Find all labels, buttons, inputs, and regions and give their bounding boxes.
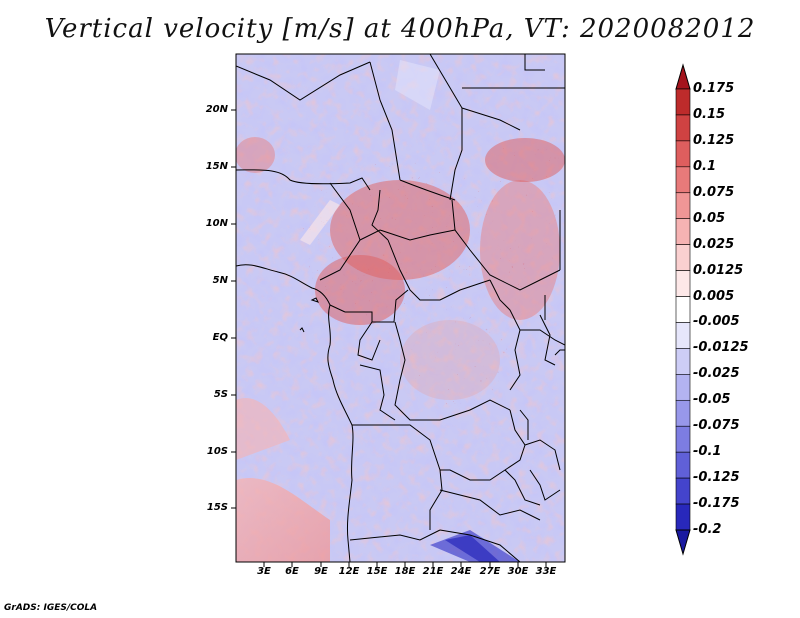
colorbar: [675, 63, 691, 556]
x-label: 3E: [257, 566, 271, 577]
colorbar-label: -0.1: [693, 444, 722, 460]
colorbar-label: 0.005: [693, 288, 735, 304]
colorbar-segment: [675, 192, 691, 220]
colorbar-label: 0.175: [693, 81, 735, 96]
colorbar-label: -0.025: [693, 366, 740, 382]
credit-text: GrADS: IGES/COLA: [4, 603, 98, 613]
colorbar-segment: [675, 140, 691, 168]
y-label: 10N: [205, 218, 228, 229]
y-label: 10S: [206, 446, 228, 457]
vertical-velocity-field: [236, 54, 565, 562]
colorbar-segment: [675, 451, 691, 479]
colorbar-segment: [675, 374, 691, 401]
colorbar-label: -0.2: [693, 522, 722, 537]
colorbar-segment: [675, 425, 691, 453]
colorbar-label: -0.05: [693, 392, 731, 408]
colorbar-label: -0.005: [693, 314, 740, 330]
map-title: Vertical velocity [m/s] at 400hPa, VT: 2…: [44, 14, 756, 44]
colorbar-label: 0.0125: [693, 262, 744, 278]
colorbar-segment: [675, 322, 691, 349]
y-axis-ticks: [231, 109, 236, 509]
x-label: 18E: [394, 566, 416, 577]
country-borders: [236, 54, 565, 562]
x-label: 33E: [535, 566, 557, 577]
x-label: 15E: [366, 566, 388, 577]
x-label: 24E: [450, 566, 472, 577]
colorbar-segment: [675, 270, 691, 297]
colorbar-label: 0.1: [693, 158, 717, 174]
y-label: 5S: [213, 389, 228, 400]
colorbar-min-arrow: [675, 529, 691, 556]
colorbar-max-arrow: [675, 63, 691, 90]
x-label: 27E: [479, 566, 501, 577]
colorbar-label: -0.075: [693, 418, 740, 434]
colorbar-segment: [675, 296, 691, 323]
colorbar-segment: [675, 114, 691, 142]
x-label: 9E: [314, 566, 328, 577]
y-label: EQ: [212, 332, 228, 343]
colorbar-label: 0.05: [693, 210, 726, 226]
colorbar-label: -0.175: [693, 496, 740, 512]
colorbar-label: -0.125: [693, 470, 740, 486]
colorbar-label: 0.075: [693, 184, 735, 200]
colorbar-segment: [675, 348, 691, 375]
y-label: 15N: [205, 161, 228, 172]
x-axis-ticks: [263, 562, 547, 567]
y-label: 20N: [205, 104, 228, 115]
x-label: 6E: [285, 566, 299, 577]
colorbar-segment: [675, 399, 691, 427]
colorbar-segment: [675, 503, 691, 531]
colorbar-segment: [675, 166, 691, 194]
colorbar-segment: [675, 244, 691, 271]
y-label: 15S: [206, 502, 228, 513]
colorbar-label: 0.025: [693, 236, 735, 252]
colorbar-segment: [675, 88, 691, 116]
x-label: 30E: [507, 566, 529, 577]
colorbar-label: -0.0125: [693, 340, 749, 356]
colorbar-label: 0.125: [693, 132, 735, 148]
colorbar-label: 0.15: [693, 106, 726, 122]
map-frame: [235, 53, 566, 563]
x-label: 21E: [422, 566, 444, 577]
y-label: 5N: [212, 275, 228, 286]
colorbar-segment: [675, 477, 691, 505]
colorbar-segment: [675, 218, 691, 245]
x-label: 12E: [338, 566, 360, 577]
